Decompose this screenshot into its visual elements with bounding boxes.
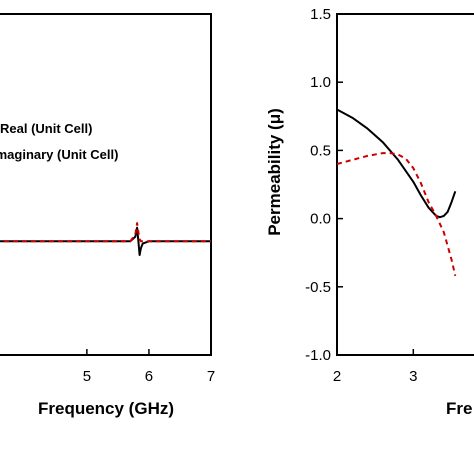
- right-y-tick-label: 0.5: [310, 142, 331, 159]
- right-x-axis-label: Fre: [446, 399, 472, 418]
- left-plot-frame: [0, 13, 212, 356]
- left-x-axis-label: Frequency (GHz): [38, 399, 174, 418]
- right-y-axis-label: Permeability (μ): [265, 108, 284, 236]
- left-x-tick-label: 5: [83, 368, 91, 385]
- left-panel: 5 6 7 Real (Unit Cell) Imaginary (Unit Cel…: [0, 13, 215, 418]
- right-y-tick-label: 0.0: [310, 211, 331, 228]
- right-plot-frame: [336, 13, 474, 356]
- left-x-tick-label: 6: [145, 368, 153, 385]
- right-y-tick-label: -0.5: [305, 279, 331, 296]
- right-series-line-dashed: [337, 152, 457, 277]
- right-x-tick-label: 2: [333, 368, 341, 385]
- right-y-tick-label: -1.0: [305, 347, 331, 364]
- left-series-line-dashed: [0, 222, 211, 243]
- right-y-tick-label: 1.5: [310, 6, 331, 23]
- legend-entry-imaginary: Imaginary (Unit Cell): [0, 147, 118, 162]
- left-x-ticks: 5 6 7: [83, 349, 215, 385]
- left-series-lines: [0, 222, 211, 256]
- left-x-tick-label: 7: [207, 368, 215, 385]
- right-x-tick-label: 3: [409, 368, 417, 385]
- right-series-line-solid: [337, 108, 457, 219]
- right-y-tick-label: 1.0: [310, 74, 331, 91]
- right-series-lines: [337, 108, 457, 277]
- right-y-ticks: -1.0 -0.5 0.0 0.5 1.0 1.5: [305, 6, 343, 364]
- legend-entry-real: Real (Unit Cell): [0, 121, 92, 136]
- legend: Real (Unit Cell) Imaginary (Unit Cell): [0, 121, 118, 162]
